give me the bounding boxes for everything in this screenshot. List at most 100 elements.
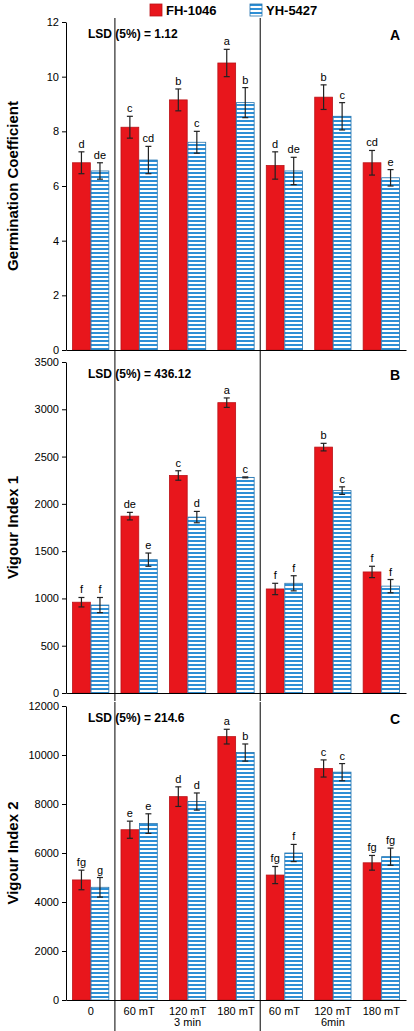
error-bar [272, 583, 278, 594]
tick-mark [62, 186, 66, 187]
significance-letter: f [292, 830, 296, 842]
bar [121, 127, 139, 350]
legend-swatch [150, 4, 162, 16]
tick-mark [62, 853, 66, 854]
tick-label: 6 [53, 180, 59, 192]
error-bar [127, 512, 133, 520]
error-line [99, 163, 100, 179]
annotation: LSD (5%) = 214.6 [88, 711, 185, 725]
bar [382, 178, 400, 350]
error-cap [127, 821, 133, 822]
annotation: LSD (5%) = 1.12 [88, 27, 178, 41]
tick: 0 [53, 994, 66, 1006]
tick-label: 12 [47, 16, 59, 28]
error-line [129, 821, 130, 838]
tick-mark [62, 551, 66, 552]
error-cap [242, 743, 248, 744]
error-line [390, 170, 391, 186]
error-bar [369, 150, 375, 175]
bar [266, 166, 284, 351]
error-cap [339, 102, 345, 103]
axis-line [66, 363, 67, 694]
tick-label: 10 [47, 71, 59, 83]
significance-letter: d [272, 138, 278, 150]
error-cap [388, 847, 394, 848]
axis-title: Germination Coefficient [4, 101, 21, 271]
bar [91, 605, 109, 693]
tick-mark [62, 1000, 66, 1001]
significance-letter: f [389, 566, 393, 578]
error-cap [272, 179, 278, 180]
error-bar [175, 787, 181, 807]
panel-label: A [390, 27, 400, 43]
axis-line [67, 350, 407, 351]
significance-letter: b [242, 74, 248, 86]
error-line [99, 597, 100, 612]
tick: 2000 [35, 498, 66, 510]
error-bar [339, 487, 345, 495]
error-bar [194, 131, 200, 153]
error-line [390, 848, 391, 865]
error-cap [127, 519, 133, 520]
error-line [275, 866, 276, 883]
separator [260, 18, 261, 358]
tick: 4000 [35, 896, 66, 908]
annotation: LSD (5%) = 436.12 [88, 367, 191, 381]
tick-mark [62, 902, 66, 903]
tick: 0 [88, 1005, 94, 1017]
error-cap [291, 590, 297, 591]
bar [382, 857, 400, 1000]
error-bar [175, 471, 181, 480]
significance-letter: f [80, 583, 84, 595]
error-cap [145, 566, 151, 567]
tick-mark [62, 22, 66, 23]
error-bar [291, 576, 297, 591]
tick-mark [62, 504, 66, 505]
tick-mark [62, 77, 66, 78]
tick: 2000 [35, 945, 66, 957]
tick-label: 1500 [35, 545, 59, 557]
error-line [226, 398, 227, 407]
significance-letter: e [387, 156, 393, 168]
tick-label: 2000 [35, 498, 59, 510]
error-bar [339, 103, 345, 130]
y-axis: 020004000600080001000012000 [28, 700, 66, 1006]
bar [236, 753, 254, 1000]
error-line [245, 88, 246, 118]
error-bar [78, 597, 84, 606]
tick-mark [62, 457, 66, 458]
error-cap [145, 552, 151, 553]
error-bar [224, 398, 230, 407]
bar [140, 560, 158, 693]
tick: 12 [47, 16, 66, 28]
bar [333, 491, 351, 693]
tick: 10000 [28, 749, 66, 761]
tick-label: 10000 [28, 749, 59, 761]
bar [266, 875, 284, 1000]
bar [285, 583, 303, 693]
significance-letter: c [339, 750, 345, 762]
error-line [81, 597, 82, 606]
significance-letter: b [175, 75, 181, 87]
error-cap [194, 511, 200, 512]
x-axis [67, 693, 407, 694]
error-cap [175, 470, 181, 471]
bar [218, 737, 236, 1000]
error-cap [97, 179, 103, 180]
error-line [178, 89, 179, 111]
error-bar [194, 511, 200, 522]
bar [266, 589, 284, 693]
significance-letter: f [274, 569, 278, 581]
error-cap [194, 792, 200, 793]
significance-letter: a [224, 35, 231, 47]
tick-label: 2000 [35, 945, 59, 957]
error-cap [242, 117, 248, 118]
panel-label: C [390, 711, 400, 727]
tick-label: 8 [53, 125, 59, 137]
error-cap [388, 579, 394, 580]
error-line [99, 878, 100, 898]
error-cap [369, 855, 375, 856]
error-bar [321, 760, 327, 777]
bar [169, 797, 187, 1000]
error-line [293, 844, 294, 861]
